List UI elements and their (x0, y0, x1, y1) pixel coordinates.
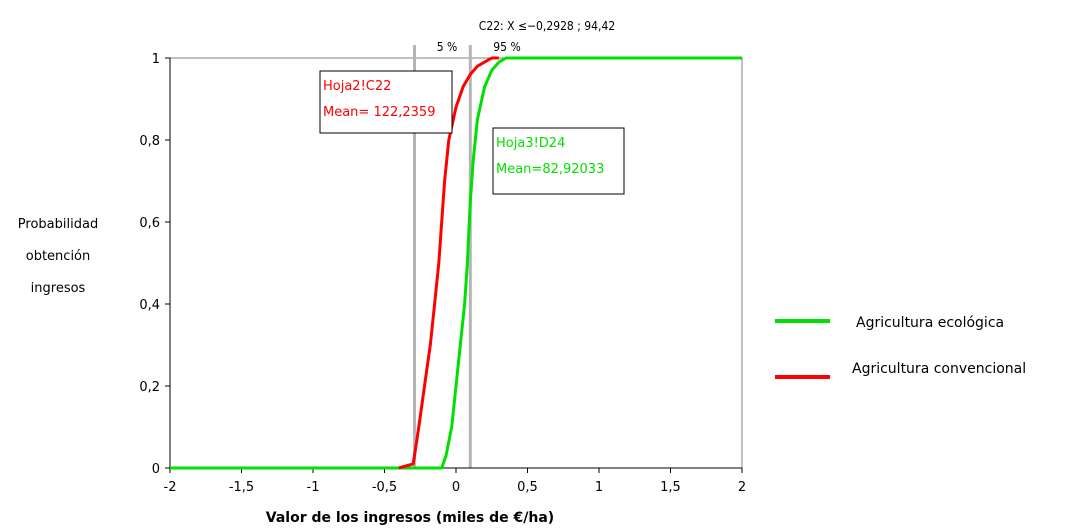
chart-header: C22: X ≤−0,2928 ; 94,42 (479, 19, 615, 33)
x-tick-label: -2 (164, 480, 177, 495)
annotation-box-1: Hoja2!C22 Mean= 122,2359 (319, 70, 453, 134)
x-tick-label: -0,5 (372, 480, 397, 495)
annotation-frame (492, 127, 625, 195)
x-tick-label: -1 (307, 480, 320, 495)
y-tick-label: 0,4 (139, 298, 160, 313)
x-tick-label: 2 (738, 480, 746, 495)
annotation-box-2: Hoja3!D24 Mean=82,92033 (492, 127, 625, 195)
y-tick-label: 0,2 (139, 380, 160, 395)
plot-area (169, 57, 743, 469)
y-axis-title-line-2: obtención (26, 249, 91, 264)
x-tick-label: 1 (595, 480, 603, 495)
x-axis-title: Valor de los ingresos (miles de €/ha) (266, 510, 554, 526)
x-tick-label: -1,5 (229, 480, 254, 495)
x-tick-label: 0,5 (517, 480, 538, 495)
y-tick-label: 1 (152, 52, 160, 67)
annotation-frame (319, 70, 453, 134)
legend-label-ecologica: Agricultura ecológica (856, 315, 1004, 331)
x-tick-label: 0 (452, 480, 460, 495)
percentile-low-label: 5 % (437, 40, 458, 54)
y-tick-label: 0,6 (139, 216, 160, 231)
annotation-text: Mean=82,92033 (496, 162, 604, 177)
series-line-convencional (398, 56, 499, 470)
series-line-ecologica (170, 56, 742, 470)
y-axis-title-line-1: Probabilidad (18, 217, 98, 232)
x-tick-label: 1,5 (660, 480, 681, 495)
y-axis-title-line-3: ingresos (31, 281, 86, 296)
y-tick-label: 0 (152, 462, 160, 477)
y-tick-label: 0,8 (139, 134, 160, 149)
annotation-text: Hoja2!C22 (323, 79, 391, 94)
annotation-text: Mean= 122,2359 (323, 105, 435, 120)
legend-label-convencional: Agricultura convencional (852, 361, 1026, 377)
percentile-high-label: 95 % (493, 40, 520, 54)
legend: Agricultura ecológica Agricultura conven… (775, 315, 1026, 379)
annotation-text: Hoja3!D24 (496, 136, 565, 151)
